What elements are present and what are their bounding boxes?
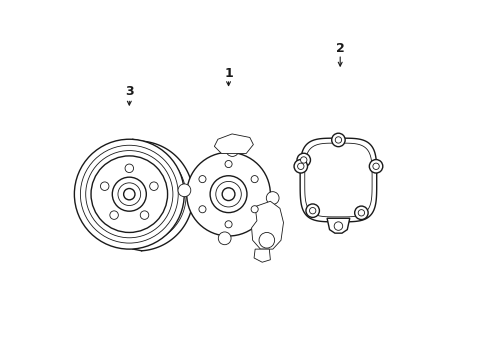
Circle shape [331,133,345,147]
Circle shape [218,232,231,245]
Circle shape [186,152,270,236]
Circle shape [222,188,234,201]
Circle shape [224,221,232,228]
Circle shape [74,139,184,249]
Circle shape [100,182,109,190]
Circle shape [199,206,205,213]
Circle shape [368,159,382,173]
Circle shape [210,176,246,213]
Circle shape [300,157,306,163]
Circle shape [293,159,307,173]
Circle shape [372,163,379,170]
Text: 2: 2 [335,42,344,55]
Circle shape [266,192,279,204]
Circle shape [358,210,364,216]
Circle shape [118,183,141,206]
Circle shape [125,164,133,172]
Circle shape [297,163,304,170]
Circle shape [335,137,341,143]
Circle shape [259,233,274,248]
Circle shape [224,161,232,168]
Circle shape [149,182,158,190]
Circle shape [91,156,167,233]
Text: 3: 3 [125,85,133,98]
Polygon shape [214,134,253,153]
Circle shape [110,211,118,219]
Circle shape [250,176,258,183]
Circle shape [309,207,315,214]
Polygon shape [251,201,283,249]
Polygon shape [254,249,270,262]
Polygon shape [326,218,349,233]
Circle shape [140,211,148,219]
Circle shape [199,176,205,183]
Circle shape [305,204,319,217]
Circle shape [296,153,310,167]
Circle shape [123,189,135,200]
Circle shape [112,177,146,211]
Circle shape [250,206,258,213]
Polygon shape [300,138,376,222]
Circle shape [225,144,238,157]
Circle shape [333,222,342,230]
Text: 1: 1 [224,67,232,80]
Circle shape [215,181,241,207]
Circle shape [354,206,367,220]
Circle shape [178,184,190,197]
